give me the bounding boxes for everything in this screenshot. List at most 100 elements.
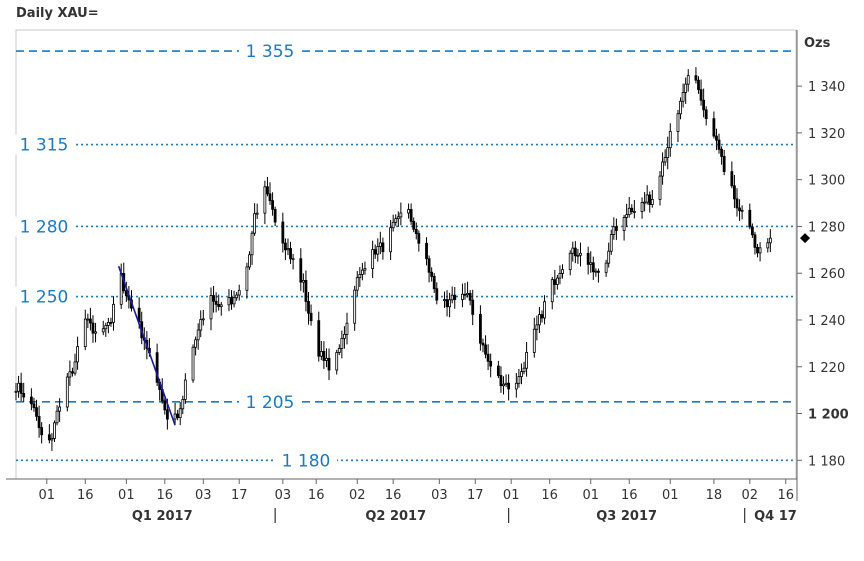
candle-body [461,293,464,300]
candle-body [373,249,377,255]
x-tick-label: 03 [195,488,212,503]
candle-body [640,201,644,212]
y-tick-label: 1 240 [808,314,845,329]
candle-body [768,237,772,244]
candle-body [360,269,364,275]
x-tick-label: 16 [621,488,638,503]
candle-body [594,270,598,273]
candle-body [481,342,485,346]
candle-body [32,403,36,409]
candle-body [273,208,277,223]
level-label-bg [239,41,301,62]
candle-body [178,408,182,418]
candle-body [550,279,554,303]
candle-body [414,228,418,235]
x-tick-label: 01 [662,488,679,503]
candle-body [604,262,608,273]
candle-body [399,212,403,218]
candle-body [37,415,41,429]
candle-body [697,79,700,91]
level-label: 1 250 [20,288,69,308]
candle-body [502,383,505,387]
x-tick-label: 16 [385,488,402,503]
candle-body [681,92,685,102]
candle-body [319,350,323,357]
candle-body [684,83,688,93]
trendline [117,265,176,426]
candle-body [417,233,421,244]
x-tick-label: 03 [431,488,448,503]
candle-body [337,348,341,353]
candle-body [650,198,654,205]
candle-body [432,276,436,290]
candle-body [466,293,469,296]
candle-body [101,328,105,333]
candle-body [237,289,241,296]
quarter-label: Q1 2017 [132,509,193,524]
candle-body [543,301,546,319]
candle-body [345,322,349,335]
candle-body [738,207,741,212]
candle-body [299,258,303,283]
candle-body [632,211,636,213]
candle-body [558,273,562,279]
candle-body [214,300,218,305]
candle-body [309,312,313,322]
candle-body [40,427,44,436]
candle-body [322,350,326,361]
candle-body [471,299,475,315]
candle-body [484,344,487,355]
candle-body [702,99,706,111]
candle-body [391,221,395,229]
y-tick-label: 1 260 [808,267,845,282]
candle-body [266,186,269,195]
candle-body [165,409,169,420]
x-tick-label: 03 [275,488,292,503]
candle-body [106,321,110,326]
candle-body [753,234,757,248]
candle-body [325,357,328,361]
quarter-label: Q4 17 [754,509,797,524]
candle-body [14,390,18,393]
candle-body [504,382,508,385]
candle-body [614,226,618,231]
candle-body [196,329,200,341]
quarter-label: Q2 2017 [365,509,426,524]
candle-body [355,277,359,291]
level-label: 1 205 [246,393,295,413]
candle-body [715,135,718,141]
candle-body [756,247,759,254]
candle-body [555,277,559,285]
candle-body [722,156,726,173]
candle-body [622,217,626,231]
candle-body [68,371,72,378]
candle-body [235,294,239,299]
x-tick-label: 01 [582,488,599,503]
level-label: 1 315 [20,136,69,156]
candle-body [561,269,564,274]
candle-body [686,75,690,85]
candle-body [445,299,449,308]
x-tick-label: 02 [742,488,759,503]
candle-body [47,434,51,441]
candle-body [76,346,79,363]
y-tick-label: 1 320 [808,127,845,142]
candle-body [522,367,526,373]
candle-body [627,207,631,216]
candle-body [343,334,346,339]
candle-body [517,376,521,384]
candle-body [571,247,575,254]
y-tick-label: 1 220 [808,361,845,376]
last-price-marker [800,233,810,244]
candle-body [409,209,413,222]
candle-body [435,288,439,301]
candle-body [176,413,180,418]
candle-body [86,318,90,321]
candle-body [83,318,87,348]
candle-body [291,258,295,261]
candle-body [191,346,195,381]
y-tick-label: 1 340 [808,80,845,95]
candle-body [227,297,231,306]
x-tick-label: 17 [467,488,484,503]
